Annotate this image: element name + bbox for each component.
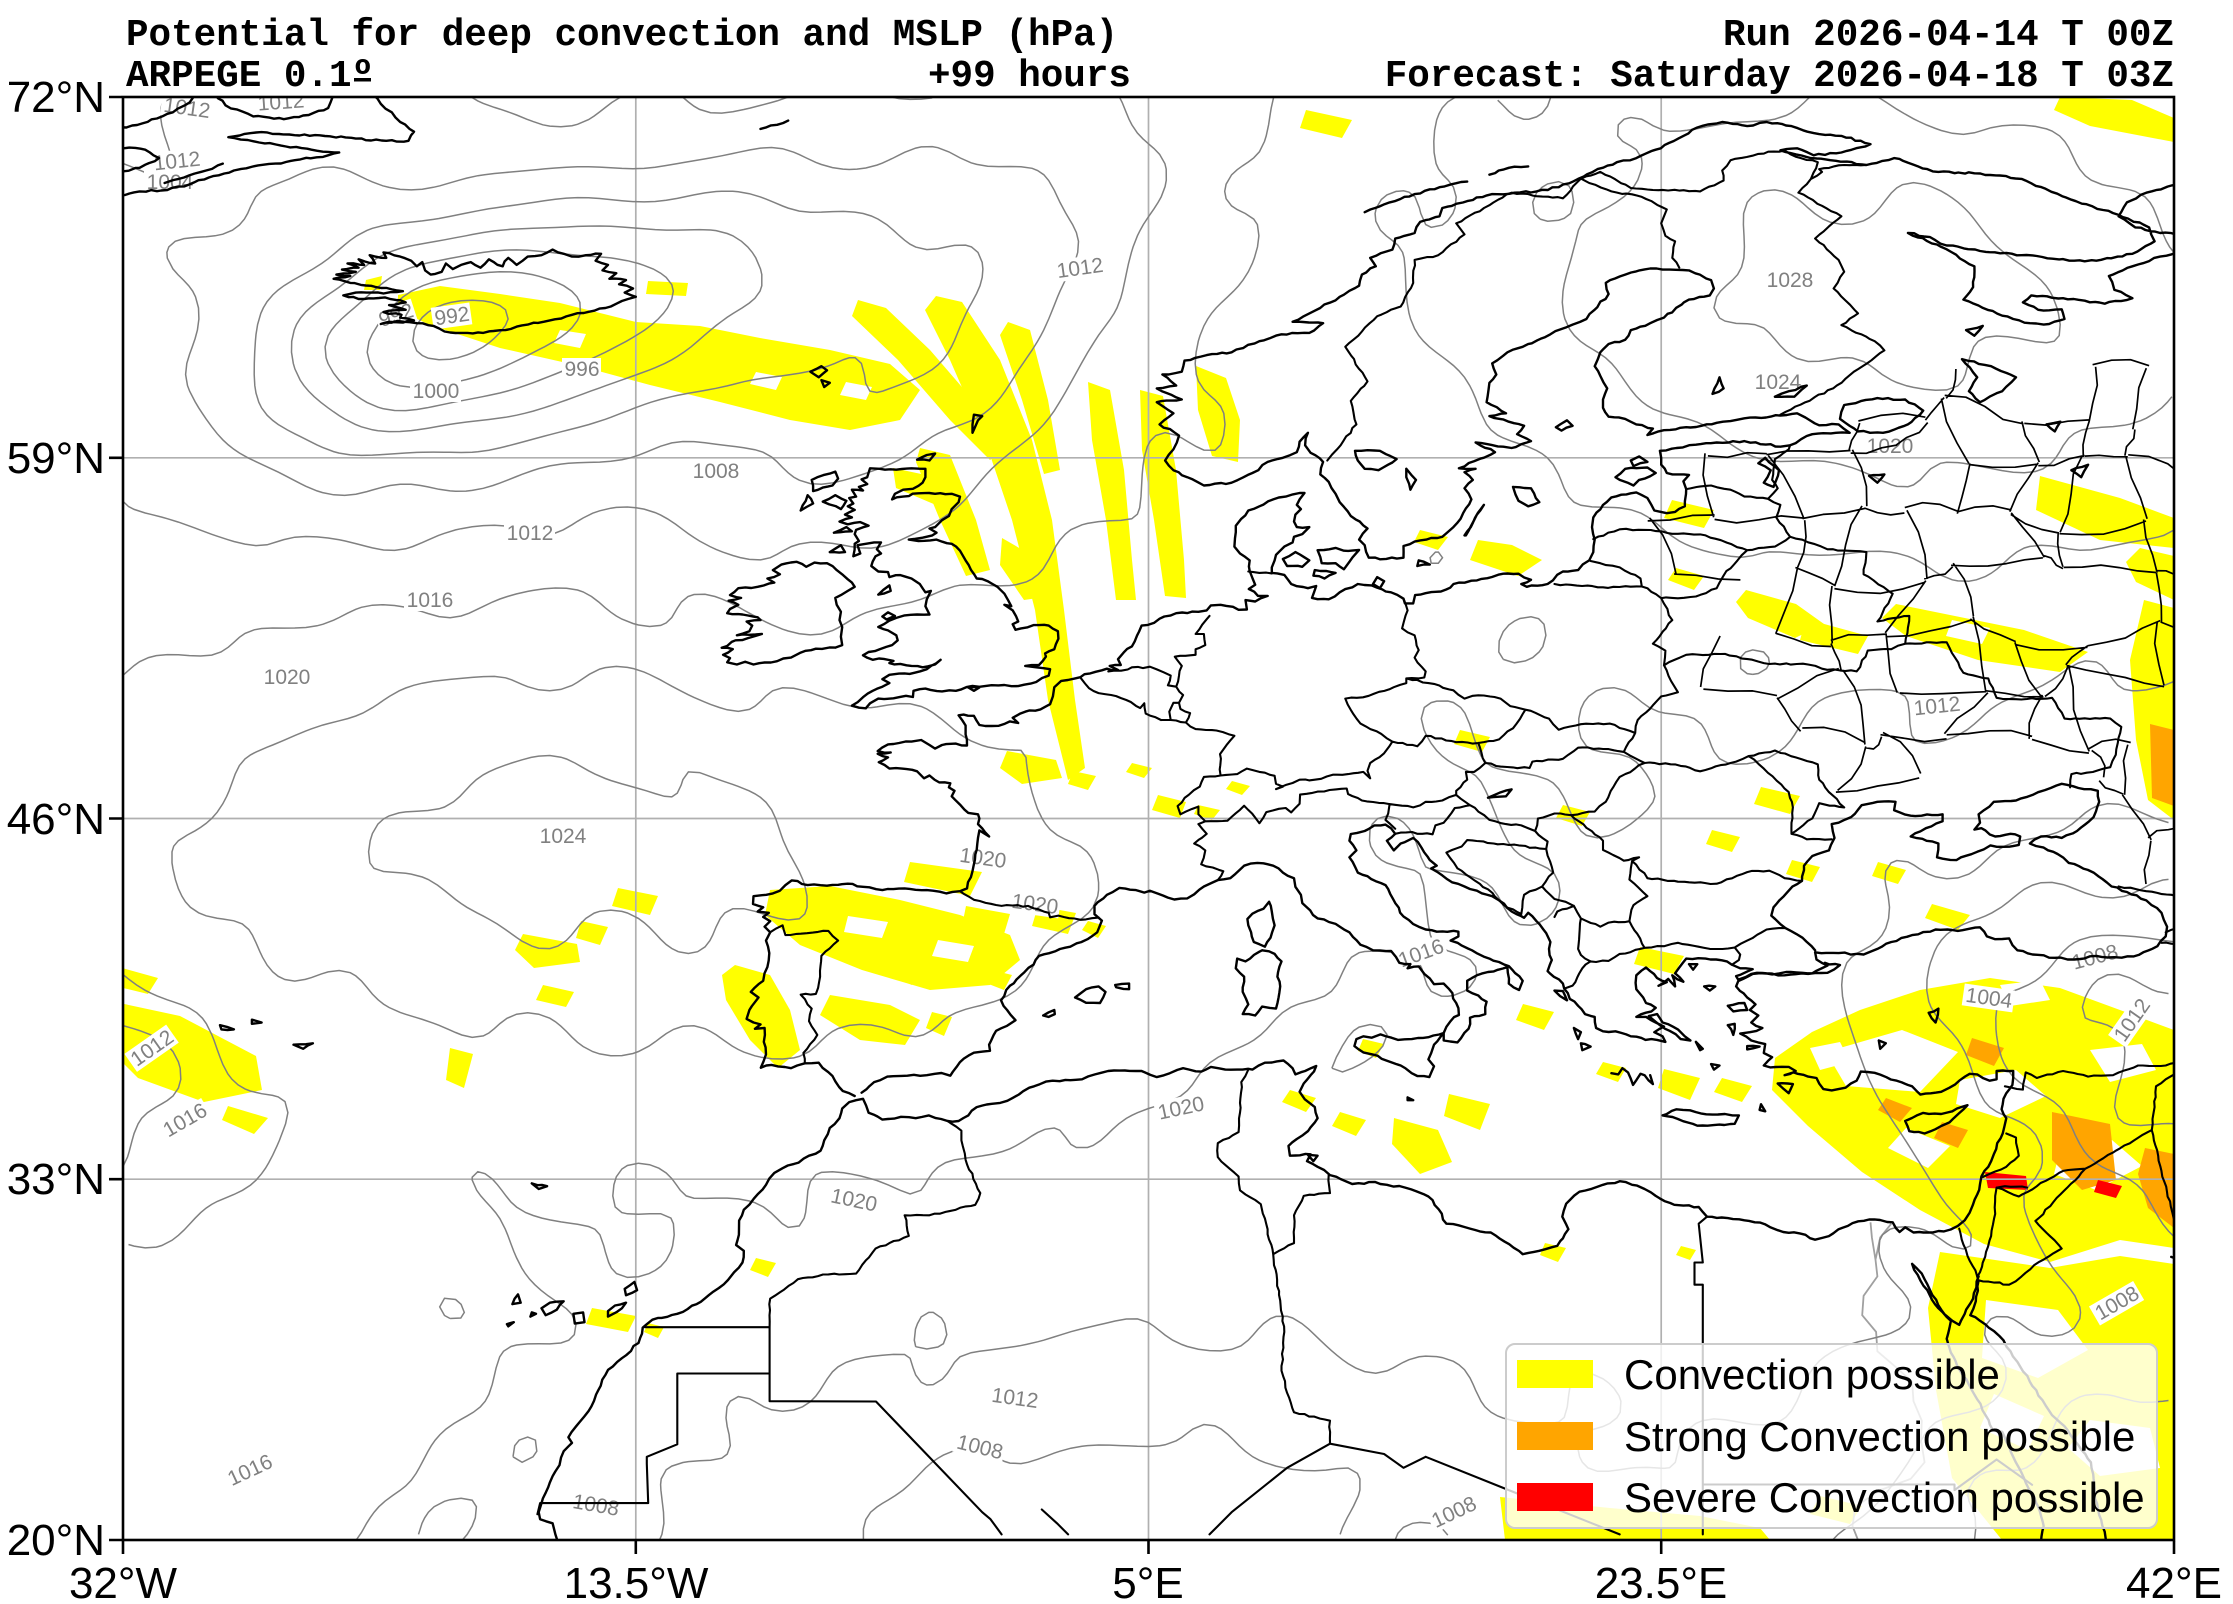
svg-text:20°N: 20°N (7, 1516, 105, 1565)
svg-text:72°N: 72°N (7, 73, 105, 122)
svg-text:992: 992 (433, 303, 471, 331)
svg-text:1004: 1004 (147, 171, 194, 194)
svg-text:1000: 1000 (413, 380, 460, 403)
svg-text:1012: 1012 (257, 89, 305, 115)
svg-text:1016: 1016 (407, 589, 454, 612)
svg-text:ARPEGE 0.1º: ARPEGE 0.1º (126, 56, 374, 98)
svg-text:1012: 1012 (507, 522, 554, 545)
svg-text:Forecast: Saturday 2026-04-18: Forecast: Saturday 2026-04-18 T 03Z (1385, 56, 2174, 98)
svg-text:13.5°W: 13.5°W (564, 1559, 709, 1604)
svg-text:Severe Convection possible: Severe Convection possible (1624, 1474, 2145, 1521)
svg-text:1028: 1028 (1767, 269, 1814, 292)
svg-text:46°N: 46°N (7, 795, 105, 844)
svg-text:1020: 1020 (264, 666, 311, 689)
svg-text:Strong Convection possible: Strong Convection possible (1624, 1413, 2135, 1460)
svg-text:1024: 1024 (1755, 371, 1802, 394)
svg-text:1012: 1012 (1913, 693, 1962, 721)
svg-text:33°N: 33°N (7, 1155, 105, 1204)
svg-text:Convection possible: Convection possible (1624, 1351, 2000, 1398)
svg-text:1008: 1008 (693, 460, 740, 483)
svg-text:Potential for deep convection: Potential for deep convection and MSLP (… (126, 15, 1118, 57)
svg-text:23.5°E: 23.5°E (1595, 1559, 1728, 1604)
svg-text:1024: 1024 (540, 825, 587, 848)
svg-text:59°N: 59°N (7, 434, 105, 483)
svg-text:1012: 1012 (153, 148, 202, 176)
svg-text:Run 2026-04-14 T 00Z: Run 2026-04-14 T 00Z (1723, 15, 2174, 57)
svg-text:32°W: 32°W (69, 1559, 178, 1604)
svg-text:+99 hours: +99 hours (928, 56, 1131, 98)
svg-text:42°E: 42°E (2126, 1559, 2222, 1604)
svg-text:5°E: 5°E (1112, 1559, 1183, 1604)
svg-text:996: 996 (564, 358, 599, 381)
